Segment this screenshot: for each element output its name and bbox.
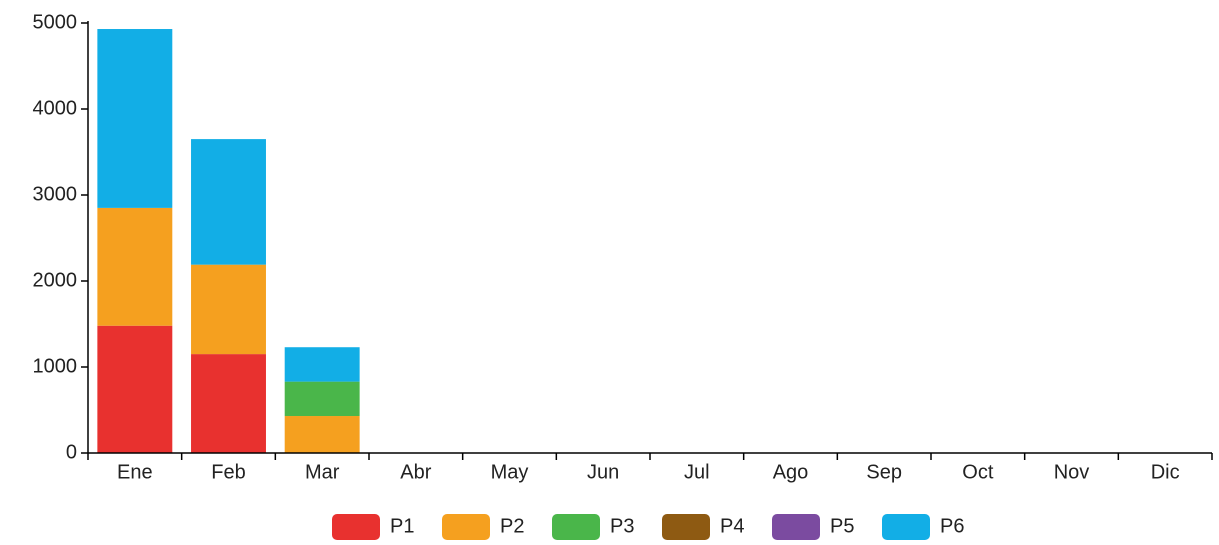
x-tick-label: Oct [962,461,994,483]
bar-segment [97,207,173,326]
legend-label: P5 [830,515,854,537]
bar-segment [284,416,360,453]
legend-label: P4 [720,515,744,537]
legend-label: P1 [390,515,414,537]
legend-label: P3 [610,515,634,537]
x-tick-label: Sep [866,461,902,483]
bar-segment [191,354,266,453]
y-tick-label: 1000 [33,355,78,377]
legend-swatch [882,514,930,540]
legend-swatch [332,514,380,540]
legend-swatch [772,514,820,540]
bar-segment [284,381,360,417]
legend-label: P6 [940,515,964,537]
x-tick-label: Dic [1151,461,1180,483]
legend-label: P2 [500,515,524,537]
y-tick-label: 3000 [33,183,78,205]
x-tick-label: Feb [211,461,245,483]
legend-swatch [662,514,710,540]
legend-swatch [552,514,600,540]
x-tick-label: Ago [773,461,809,483]
y-tick-label: 5000 [33,11,78,33]
bar-segment [97,29,173,208]
x-tick-label: Nov [1054,461,1090,483]
y-tick-label: 4000 [33,97,78,119]
legend-swatch [442,514,490,540]
y-tick-label: 0 [66,441,77,463]
bar-segment [97,325,173,453]
bar-segment [191,139,266,265]
bar-segment [284,347,360,382]
x-tick-label: May [491,461,529,483]
bar-segment [191,264,266,355]
x-tick-label: Abr [400,461,431,483]
x-tick-label: Jun [587,461,619,483]
y-tick-label: 2000 [33,269,78,291]
x-tick-label: Jul [684,461,710,483]
x-tick-label: Ene [117,461,153,483]
x-tick-label: Mar [305,461,340,483]
